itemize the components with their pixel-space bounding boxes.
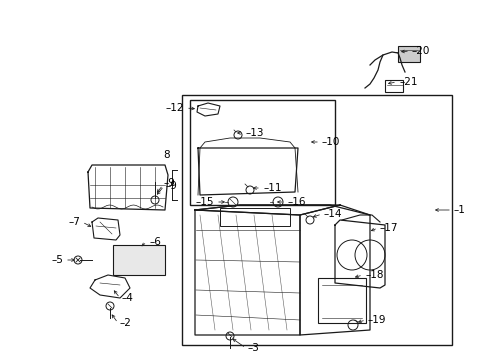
Text: –16: –16 xyxy=(286,197,305,207)
Text: –18: –18 xyxy=(364,270,383,280)
Text: –13: –13 xyxy=(244,128,263,138)
Text: –12: –12 xyxy=(165,103,183,113)
Text: –1: –1 xyxy=(453,205,465,215)
Text: –7: –7 xyxy=(68,217,80,227)
Text: –9: –9 xyxy=(165,181,178,191)
Text: –3: –3 xyxy=(247,343,259,353)
Text: –5: –5 xyxy=(51,255,63,265)
Text: –10: –10 xyxy=(321,137,340,147)
Text: –17: –17 xyxy=(379,223,398,233)
Text: –15: –15 xyxy=(195,197,214,207)
Text: 8: 8 xyxy=(163,150,170,160)
Text: –11: –11 xyxy=(263,183,281,193)
Text: –6: –6 xyxy=(149,237,161,247)
Bar xyxy=(220,208,289,226)
Bar xyxy=(397,46,419,62)
Text: –4: –4 xyxy=(122,293,134,303)
Text: –19: –19 xyxy=(367,315,386,325)
Text: –2: –2 xyxy=(120,318,132,328)
Bar xyxy=(190,100,334,205)
Text: –21: –21 xyxy=(398,77,417,87)
Bar xyxy=(384,80,402,92)
Text: –20: –20 xyxy=(411,46,429,56)
Bar xyxy=(182,95,451,345)
Bar xyxy=(113,245,164,275)
Bar xyxy=(317,278,365,323)
Text: –14: –14 xyxy=(324,209,342,219)
Text: –9: –9 xyxy=(163,178,176,188)
